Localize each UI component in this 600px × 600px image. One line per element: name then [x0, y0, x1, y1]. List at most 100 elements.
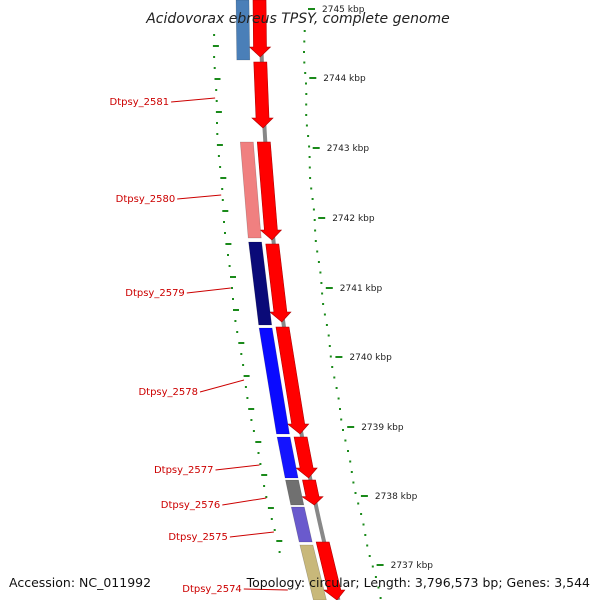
gc-dot [379, 597, 382, 599]
gc-dot [368, 555, 371, 557]
gc-dot [352, 481, 355, 484]
label-leader [215, 464, 260, 471]
gc-dot [303, 30, 306, 32]
skew-dot [233, 309, 239, 311]
skew-dot [250, 419, 253, 421]
label-leader [186, 287, 231, 294]
skew-dot [234, 320, 237, 322]
gc-dot [357, 502, 360, 505]
gc-dot [327, 334, 330, 337]
gc-dot [333, 376, 336, 379]
gc-dot-track [212, 30, 382, 599]
skew-dot [221, 199, 224, 201]
skew-dot [270, 518, 273, 520]
gc-dot [311, 198, 314, 200]
skew-dot [230, 276, 236, 278]
label-leader [199, 379, 245, 393]
skew-dot [215, 100, 218, 102]
skew-dot [222, 210, 229, 212]
skew-dot [225, 243, 232, 245]
scale-label: 2745 kbp [322, 5, 365, 15]
skew-dot [236, 331, 239, 333]
gc-dot [309, 177, 312, 179]
gc-dot [362, 523, 365, 526]
gc-dot [310, 187, 313, 190]
skew-dot [273, 529, 276, 531]
scale-label: 2744 kbp [323, 74, 366, 84]
skew-dot [240, 353, 243, 355]
gene-labels: Dtpsy_2581 Dtpsy_2580 Dtpsy_2579 Dtpsy_2578… [110, 97, 288, 595]
skew-dot [224, 232, 226, 234]
gc-dot [303, 61, 306, 64]
gc-dot [314, 229, 317, 232]
label-leader [177, 194, 222, 200]
feature-block [258, 327, 290, 435]
skew-dot [213, 67, 216, 69]
feature-block [248, 241, 273, 326]
gc-dot [321, 292, 324, 295]
map-title: Acidovorax ebreus TPSY, complete genome [145, 11, 450, 27]
scale-label: 2738 kbp [375, 492, 418, 502]
feature-block [290, 506, 313, 543]
gc-dot [349, 460, 352, 463]
skew-dot [248, 408, 255, 410]
scale-label: 2741 kbp [340, 284, 383, 294]
gene-label: Dtpsy_2575 [168, 532, 228, 543]
skew-dot [238, 342, 245, 344]
gc-dot [335, 387, 338, 389]
scale-tick [312, 147, 320, 149]
gc-dot [316, 250, 319, 253]
scale-tick [376, 564, 384, 566]
feature-track [235, 0, 327, 600]
cds-arrow [248, 0, 272, 58]
scale-label: 2740 kbp [349, 353, 392, 363]
skew-dot [227, 254, 229, 256]
gc-dot [360, 513, 363, 515]
gc-dot [320, 282, 323, 284]
cds-arrow [315, 541, 346, 600]
skew-dot [261, 474, 268, 476]
skew-dot [217, 155, 220, 157]
gc-dot [323, 313, 326, 316]
gc-dot [303, 51, 305, 53]
feature-block [239, 141, 262, 239]
gene-label: Dtpsy_2576 [161, 500, 221, 511]
feature-block [299, 544, 327, 600]
gc-dot [322, 303, 325, 305]
skew-dot [214, 78, 221, 80]
gc-dot [319, 271, 322, 274]
scale-tick [309, 77, 317, 79]
skew-dot [255, 441, 262, 443]
gc-dot [344, 439, 347, 442]
skew-dot [220, 177, 227, 179]
skew-dot [223, 221, 225, 223]
gc-dot [305, 114, 308, 116]
skew-dot [263, 485, 266, 487]
gc-dot [317, 261, 320, 263]
gc-dot [366, 544, 369, 547]
scale-label: 2739 kbp [361, 423, 404, 433]
skew-dot [213, 56, 216, 58]
gc-dot [305, 124, 308, 127]
gc-dot [350, 471, 353, 473]
gc-dot [364, 534, 367, 536]
cds-arrow [265, 243, 292, 323]
gc-dot [342, 429, 344, 431]
gc-dot [308, 166, 311, 169]
gc-dot [312, 208, 315, 211]
skew-dot [215, 111, 222, 113]
gene-label: Dtpsy_2574 [182, 584, 242, 595]
gc-dot [307, 135, 310, 137]
gc-dot [313, 219, 316, 221]
skew-dot [267, 507, 274, 509]
scale-tick [347, 426, 355, 428]
skew-dot [212, 45, 219, 47]
skew-dot [219, 166, 222, 168]
gc-dot [305, 93, 308, 95]
gene-label: Dtpsy_2579 [125, 288, 185, 299]
gc-dot [354, 492, 357, 494]
gene-label: Dtpsy_2578 [138, 387, 198, 398]
gc-dot [377, 586, 380, 589]
skew-dot [243, 375, 250, 377]
